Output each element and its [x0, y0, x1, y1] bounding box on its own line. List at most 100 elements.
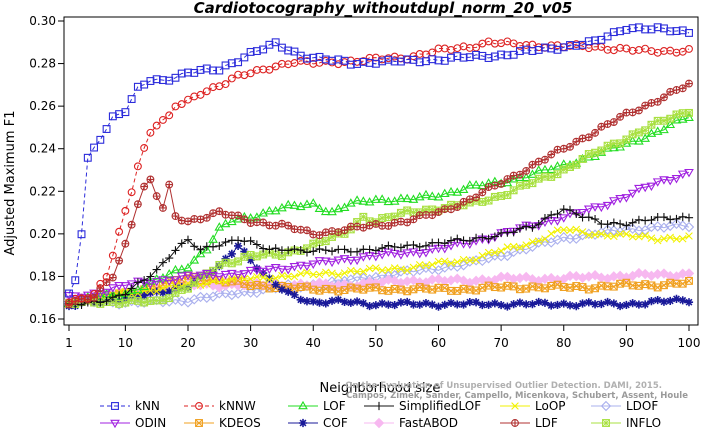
- data-point: [597, 299, 606, 309]
- data-point: [220, 270, 231, 280]
- data-point: [220, 288, 231, 299]
- data-point: [309, 297, 318, 306]
- data-point: [647, 216, 656, 225]
- data-point: [459, 255, 468, 264]
- data-point: [353, 267, 361, 276]
- data-point: [647, 297, 656, 306]
- data-point: [345, 256, 356, 266]
- data-point: [234, 58, 243, 67]
- data-point: [459, 42, 468, 51]
- data-point: [295, 201, 306, 211]
- data-point: [478, 233, 487, 242]
- data-point: [208, 234, 218, 243]
- data-point: [522, 222, 531, 231]
- data-point: [484, 300, 493, 309]
- data-point: [440, 239, 449, 248]
- data-point: [383, 274, 394, 285]
- data-point: [239, 270, 250, 279]
- data-point: [226, 269, 237, 279]
- data-point: [321, 246, 330, 255]
- data-point: [252, 240, 261, 249]
- data-point: [171, 212, 180, 221]
- data-point: [471, 298, 481, 307]
- data-point: [403, 218, 412, 227]
- data-point: [158, 258, 168, 267]
- data-point: [503, 302, 512, 311]
- data-point: [509, 242, 518, 251]
- data-point: [158, 276, 168, 285]
- data-point: [126, 280, 137, 289]
- data-point: [396, 193, 406, 202]
- legend-item-ldf: LDF: [500, 416, 558, 430]
- series-odin: [64, 168, 694, 303]
- data-point: [371, 301, 380, 310]
- data-point: [590, 215, 600, 224]
- data-point: [414, 250, 425, 259]
- data-point: [603, 297, 612, 307]
- data-point: [541, 155, 549, 164]
- data-point: [320, 206, 331, 216]
- data-point: [677, 220, 688, 231]
- data-point: [666, 296, 675, 306]
- legend-label: SimplifiedLOF: [399, 399, 481, 413]
- data-point: [164, 277, 175, 286]
- data-point: [403, 266, 411, 275]
- data-point: [403, 297, 412, 307]
- data-point: [240, 247, 249, 256]
- data-point: [565, 301, 575, 310]
- data-point: [471, 179, 481, 189]
- data-point: [184, 95, 192, 104]
- data-point: [233, 271, 243, 280]
- data-point: [478, 188, 487, 197]
- data-point: [684, 298, 694, 307]
- data-point: [83, 294, 92, 303]
- data-point: [358, 196, 369, 205]
- data-point: [189, 273, 200, 282]
- data-point: [359, 267, 368, 276]
- data-point: [258, 208, 269, 217]
- data-point: [259, 45, 268, 54]
- data-point: [340, 269, 349, 277]
- data-point: [615, 194, 625, 204]
- data-point: [295, 261, 306, 271]
- data-point: [671, 175, 682, 184]
- data-point: [552, 161, 563, 170]
- legend-label: kNN: [135, 399, 160, 413]
- legend-label: KDEOS: [219, 416, 261, 430]
- data-point: [339, 255, 350, 264]
- data-point: [145, 280, 156, 289]
- data-point: [284, 246, 293, 255]
- data-point: [408, 275, 419, 286]
- data-point: [547, 301, 556, 310]
- data-point: [428, 260, 437, 269]
- x-tick-label: 90: [619, 336, 634, 350]
- data-point: [633, 267, 645, 279]
- data-point: [271, 38, 280, 47]
- data-point: [176, 264, 187, 273]
- data-point: [127, 95, 136, 104]
- data-point: [522, 166, 531, 175]
- data-point: [672, 214, 681, 223]
- data-point: [666, 215, 675, 224]
- data-point: [101, 288, 112, 298]
- data-point: [352, 256, 362, 266]
- data-point: [653, 295, 662, 305]
- data-point: [384, 300, 393, 309]
- data-point: [659, 93, 668, 102]
- data-point: [683, 268, 695, 279]
- data-point: [246, 255, 255, 265]
- data-point: [284, 287, 293, 296]
- data-point: [665, 176, 676, 186]
- data-point: [202, 280, 211, 288]
- data-point: [176, 295, 187, 307]
- data-point: [528, 160, 537, 169]
- data-point: [609, 118, 618, 126]
- data-point: [196, 215, 205, 224]
- data-point: [334, 287, 343, 296]
- data-point: [133, 291, 142, 300]
- data-point: [265, 275, 274, 284]
- data-point: [221, 237, 230, 247]
- data-point: [634, 215, 643, 224]
- data-point: [246, 219, 255, 227]
- data-point: [121, 108, 130, 117]
